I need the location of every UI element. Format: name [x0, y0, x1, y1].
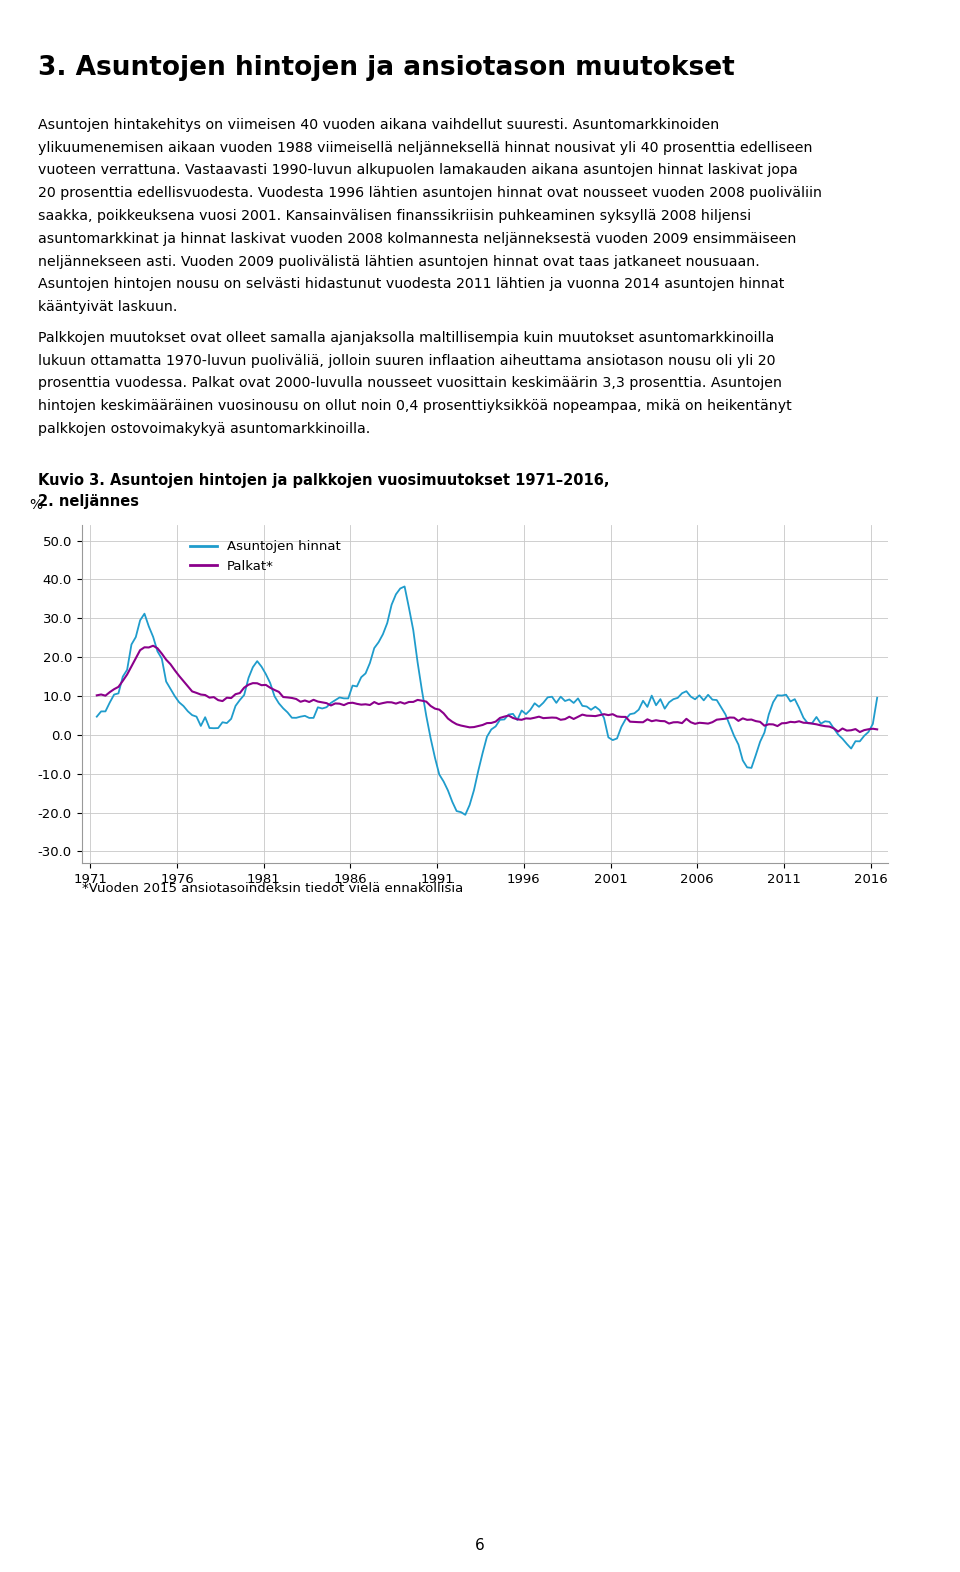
Text: Asuntojen hintojen nousu on selvästi hidastunut vuodesta 2011 lähtien ja vuonna : Asuntojen hintojen nousu on selvästi hid…: [38, 277, 784, 291]
Palkat*: [854, 723, 866, 742]
Palkat*: [212, 690, 224, 709]
Line: Palkat*: Palkat*: [97, 646, 877, 733]
Asuntojen hinnat: [156, 649, 168, 668]
Text: kääntyivät laskuun.: kääntyivät laskuun.: [38, 300, 178, 314]
Palkat*: [872, 720, 883, 739]
Text: 20 prosenttia edellisvuodesta. Vuodesta 1996 lähtien asuntojen hinnat ovat nouss: 20 prosenttia edellisvuodesta. Vuodesta …: [38, 185, 823, 200]
Palkat*: [472, 717, 484, 736]
Text: lukuun ottamatta 1970-luvun puoliväliä, jolloin suuren inflaation aiheuttama ans: lukuun ottamatta 1970-luvun puoliväliä, …: [38, 354, 776, 368]
Palkat*: [468, 718, 480, 737]
Text: asuntomarkkinat ja hinnat laskivat vuoden 2008 kolmannesta neljänneksestä vuoden: asuntomarkkinat ja hinnat laskivat vuode…: [38, 231, 797, 245]
Text: hintojen keskimääräinen vuosinousu on ollut noin 0,4 prosenttiyksikköä nopeampaa: hintojen keskimääräinen vuosinousu on ol…: [38, 399, 792, 413]
Text: *Vuoden 2015 ansiotasoindeksin tiedot vielä ennakollisia: *Vuoden 2015 ansiotasoindeksin tiedot vi…: [82, 882, 463, 894]
Palkat*: [160, 651, 172, 670]
Line: Asuntojen hinnat: Asuntojen hinnat: [97, 586, 877, 814]
Legend: Asuntojen hinnat, Palkat*: Asuntojen hinnat, Palkat*: [185, 534, 347, 578]
Asuntojen hinnat: [208, 718, 220, 737]
Text: vuoteen verrattuna. Vastaavasti 1990-luvun alkupuolen lamakauden aikana asuntoje: vuoteen verrattuna. Vastaavasti 1990-luv…: [38, 163, 798, 178]
Palkat*: [91, 685, 103, 704]
Text: %: %: [29, 497, 42, 511]
Asuntojen hinnat: [872, 689, 883, 707]
Text: Palkkojen muutokset ovat olleet samalla ajanjaksolla maltillisempia kuin muutoks: Palkkojen muutokset ovat olleet samalla …: [38, 330, 775, 344]
Text: prosenttia vuodessa. Palkat ovat 2000-luvulla nousseet vuosittain keskimäärin 3,: prosenttia vuodessa. Palkat ovat 2000-lu…: [38, 377, 782, 390]
Asuntojen hinnat: [91, 707, 103, 726]
Asuntojen hinnat: [308, 709, 320, 728]
Asuntojen hinnat: [460, 805, 471, 824]
Text: neljännekseen asti. Vuoden 2009 puolivälistä lähtien asuntojen hinnat ovat taas : neljännekseen asti. Vuoden 2009 puoliväl…: [38, 255, 760, 269]
Asuntojen hinnat: [398, 577, 410, 596]
Asuntojen hinnat: [746, 758, 757, 777]
Text: palkkojen ostovoimakykyä asuntomarkkinoilla.: palkkojen ostovoimakykyä asuntomarkkinoi…: [38, 421, 371, 435]
Text: ylikuumenemisen aikaan vuoden 1988 viimeisellä neljänneksellä hinnat nousivat yl: ylikuumenemisen aikaan vuoden 1988 viime…: [38, 140, 813, 154]
Palkat*: [741, 711, 753, 729]
Asuntojen hinnat: [472, 761, 484, 780]
Text: Kuvio 3. Asuntojen hintojen ja palkkojen vuosimuutokset 1971–2016,: Kuvio 3. Asuntojen hintojen ja palkkojen…: [38, 473, 610, 489]
Text: 6: 6: [475, 1537, 485, 1553]
Palkat*: [148, 637, 159, 656]
Text: Asuntojen hintakehitys on viimeisen 40 vuoden aikana vaihdellut suuresti. Asunto: Asuntojen hintakehitys on viimeisen 40 v…: [38, 118, 720, 132]
Text: 2. neljännes: 2. neljännes: [38, 494, 139, 509]
Palkat*: [312, 692, 324, 711]
Text: 3. Asuntojen hintojen ja ansiotason muutokset: 3. Asuntojen hintojen ja ansiotason muut…: [38, 55, 735, 82]
Asuntojen hinnat: [477, 744, 489, 762]
Text: saakka, poikkeuksena vuosi 2001. Kansainvälisen finanssikriisin puhkeaminen syks: saakka, poikkeuksena vuosi 2001. Kansain…: [38, 209, 752, 223]
